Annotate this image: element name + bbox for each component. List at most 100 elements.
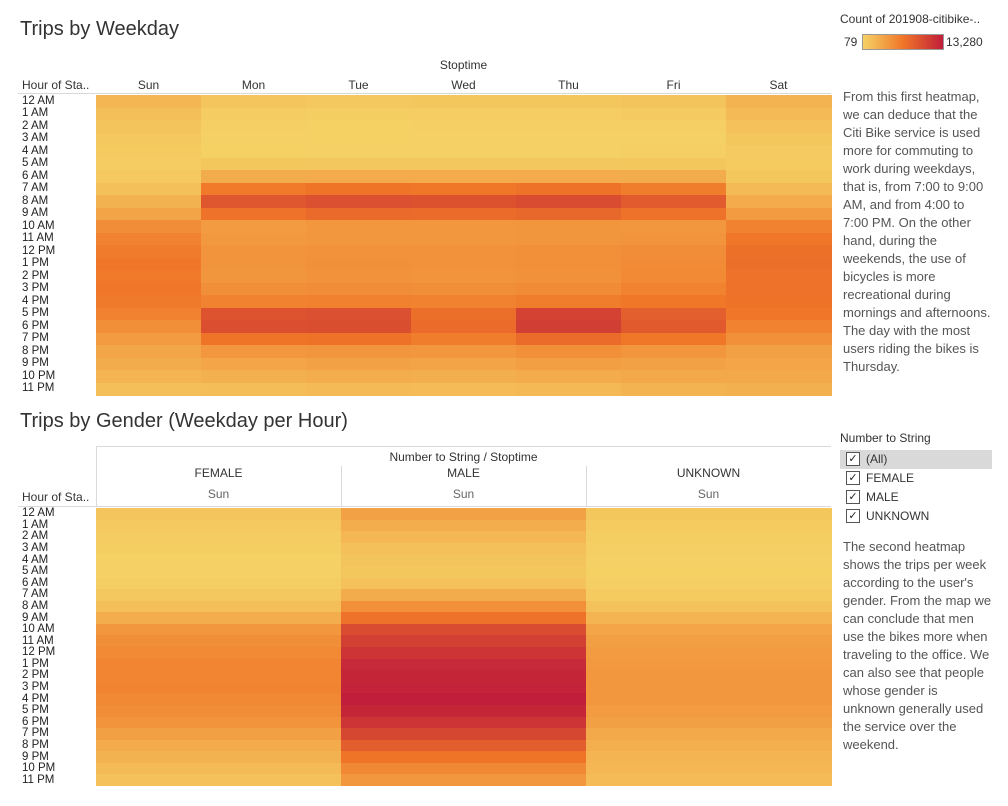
heatmap-cell[interactable] bbox=[96, 320, 202, 333]
heatmap-cell[interactable] bbox=[586, 542, 832, 555]
heatmap-cell[interactable] bbox=[516, 170, 622, 183]
heatmap-cell[interactable] bbox=[201, 207, 307, 221]
heatmap-cell[interactable] bbox=[201, 345, 307, 358]
heatmap-cell[interactable] bbox=[306, 332, 412, 346]
heatmap-cell[interactable] bbox=[586, 623, 832, 636]
heatmap-cell[interactable] bbox=[516, 282, 622, 296]
heatmap-cell[interactable] bbox=[306, 320, 412, 333]
heatmap-cell[interactable] bbox=[201, 182, 307, 196]
heatmap-cell[interactable] bbox=[726, 307, 832, 321]
heatmap-cell[interactable] bbox=[586, 670, 832, 683]
heatmap-cell[interactable] bbox=[201, 107, 307, 121]
heatmap-cell[interactable] bbox=[201, 220, 307, 233]
heatmap-cell[interactable] bbox=[726, 257, 832, 271]
heatmap-cell[interactable] bbox=[516, 195, 622, 208]
checkbox-icon[interactable]: ✓ bbox=[846, 490, 860, 504]
heatmap-cell[interactable] bbox=[341, 623, 587, 636]
heatmap-cell[interactable] bbox=[726, 107, 832, 121]
heatmap-cell[interactable] bbox=[411, 320, 517, 333]
heatmap-cell[interactable] bbox=[341, 658, 587, 671]
heatmap-cell[interactable] bbox=[586, 508, 832, 521]
heatmap-cell[interactable] bbox=[621, 170, 727, 183]
heatmap-cell[interactable] bbox=[201, 120, 307, 133]
heatmap-cell[interactable] bbox=[201, 357, 307, 371]
heatmap-cell[interactable] bbox=[341, 774, 587, 787]
heatmap-cell[interactable] bbox=[201, 282, 307, 296]
heatmap-cell[interactable] bbox=[96, 195, 202, 208]
heatmap-cell[interactable] bbox=[411, 220, 517, 233]
heatmap-cell[interactable] bbox=[96, 382, 202, 396]
heatmap-cell[interactable] bbox=[341, 565, 587, 578]
heatmap-cell[interactable] bbox=[96, 704, 342, 717]
heatmap-cell[interactable] bbox=[201, 232, 307, 246]
heatmap-cell[interactable] bbox=[586, 739, 832, 752]
heatmap-cell[interactable] bbox=[96, 120, 202, 133]
heatmap-cell[interactable] bbox=[306, 370, 412, 383]
heatmap-cell[interactable] bbox=[726, 220, 832, 233]
heatmap-cell[interactable] bbox=[621, 332, 727, 346]
filter-option[interactable]: ✓ UNKNOWN bbox=[840, 507, 992, 526]
heatmap-cell[interactable] bbox=[411, 120, 517, 133]
heatmap-cell[interactable] bbox=[621, 245, 727, 258]
heatmap-cell[interactable] bbox=[586, 774, 832, 787]
heatmap-cell[interactable] bbox=[201, 157, 307, 171]
heatmap-cell[interactable] bbox=[621, 320, 727, 333]
heatmap-cell[interactable] bbox=[411, 345, 517, 358]
checkbox-icon[interactable]: ✓ bbox=[846, 509, 860, 523]
heatmap-cell[interactable] bbox=[411, 132, 517, 146]
heatmap-cell[interactable] bbox=[411, 257, 517, 271]
heatmap-cell[interactable] bbox=[516, 295, 622, 308]
heatmap-cell[interactable] bbox=[516, 320, 622, 333]
heatmap-cell[interactable] bbox=[306, 120, 412, 133]
heatmap-cell[interactable] bbox=[341, 751, 587, 764]
heatmap-cell[interactable] bbox=[726, 207, 832, 221]
heatmap-cell[interactable] bbox=[306, 307, 412, 321]
heatmap-cell[interactable] bbox=[96, 751, 342, 764]
heatmap-cell[interactable] bbox=[96, 565, 342, 578]
heatmap-cell[interactable] bbox=[586, 565, 832, 578]
heatmap-cell[interactable] bbox=[586, 519, 832, 532]
heatmap-cell[interactable] bbox=[621, 107, 727, 121]
heatmap-cell[interactable] bbox=[96, 332, 202, 346]
heatmap-cell[interactable] bbox=[726, 157, 832, 171]
heatmap-cell[interactable] bbox=[586, 554, 832, 567]
heatmap-cell[interactable] bbox=[516, 145, 622, 158]
heatmap-cell[interactable] bbox=[411, 95, 517, 108]
heatmap-cell[interactable] bbox=[201, 332, 307, 346]
heatmap-cell[interactable] bbox=[411, 145, 517, 158]
heatmap-cell[interactable] bbox=[516, 370, 622, 383]
heatmap-cell[interactable] bbox=[586, 531, 832, 544]
heatmap-cell[interactable] bbox=[586, 658, 832, 671]
heatmap-cell[interactable] bbox=[586, 600, 832, 613]
heatmap-cell[interactable] bbox=[621, 132, 727, 146]
heatmap-cell[interactable] bbox=[621, 120, 727, 133]
heatmap-cell[interactable] bbox=[96, 670, 342, 683]
heatmap-cell[interactable] bbox=[586, 704, 832, 717]
heatmap-cell[interactable] bbox=[201, 270, 307, 283]
heatmap-cell[interactable] bbox=[726, 295, 832, 308]
checkbox-icon[interactable]: ✓ bbox=[846, 471, 860, 485]
heatmap-cell[interactable] bbox=[96, 519, 342, 532]
heatmap-cell[interactable] bbox=[96, 145, 202, 158]
heatmap-cell[interactable] bbox=[726, 145, 832, 158]
heatmap-cell[interactable] bbox=[201, 295, 307, 308]
heatmap-cell[interactable] bbox=[621, 307, 727, 321]
heatmap-cell[interactable] bbox=[306, 182, 412, 196]
heatmap-cell[interactable] bbox=[96, 295, 202, 308]
heatmap-cell[interactable] bbox=[341, 531, 587, 544]
heatmap-cell[interactable] bbox=[96, 345, 202, 358]
heatmap-cell[interactable] bbox=[306, 195, 412, 208]
heatmap-cell[interactable] bbox=[96, 728, 342, 741]
heatmap-cell[interactable] bbox=[621, 182, 727, 196]
heatmap-cell[interactable] bbox=[726, 132, 832, 146]
heatmap-cell[interactable] bbox=[306, 207, 412, 221]
heatmap-cell[interactable] bbox=[516, 307, 622, 321]
heatmap-cell[interactable] bbox=[96, 693, 342, 706]
heatmap-cell[interactable] bbox=[621, 95, 727, 108]
heatmap-cell[interactable] bbox=[411, 282, 517, 296]
heatmap-cell[interactable] bbox=[201, 382, 307, 396]
heatmap-cell[interactable] bbox=[726, 95, 832, 108]
heatmap-cell[interactable] bbox=[341, 739, 587, 752]
heatmap-cell[interactable] bbox=[411, 170, 517, 183]
heatmap-cell[interactable] bbox=[341, 670, 587, 683]
